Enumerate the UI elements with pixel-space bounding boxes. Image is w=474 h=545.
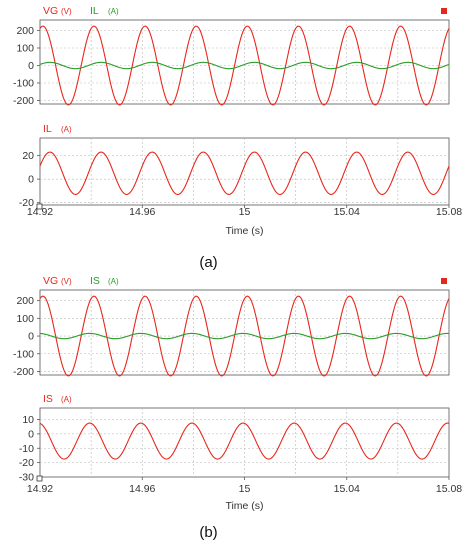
- x-axis-label: Time (s): [225, 500, 263, 512]
- legend-label-il: IL: [43, 123, 52, 135]
- legend-unit: (V): [61, 7, 72, 16]
- origin-square: [36, 203, 43, 210]
- y-tick-label: 0: [28, 331, 34, 343]
- y-tick-label: 0: [28, 60, 34, 72]
- y-tick-label: -200: [13, 366, 34, 378]
- x-tick-label: 14.92: [27, 206, 53, 218]
- subplot-1-2: 20 0 -20 IL (A): [19, 123, 450, 209]
- subplot-1-1: 200 100 0 -100 -200 VG (V) IL (A): [13, 5, 450, 107]
- series-line-il: [39, 61, 450, 70]
- subplot-2-1: 200 100 0 -100 -200 VG (V) IS (A): [13, 275, 450, 378]
- subplot-2-2: 10 0 -10 -20 -30 IS (A): [19, 393, 450, 484]
- x-tick-label: 14.92: [27, 483, 53, 495]
- legend-label-vg: VG: [43, 5, 58, 17]
- panel-caption: (b): [199, 524, 217, 541]
- y-tick-label: -200: [13, 95, 34, 107]
- series-line-is: [39, 332, 450, 340]
- x-tick-label: 15.04: [334, 483, 360, 495]
- y-tick-label: -20: [19, 197, 34, 209]
- legend-unit: (A): [108, 277, 119, 286]
- series-line-vg: [39, 25, 450, 106]
- y-tick-label: 100: [16, 43, 34, 55]
- legend-unit: (A): [108, 7, 119, 16]
- x-tick-label: 15: [239, 483, 251, 495]
- legend-unit: (V): [61, 277, 72, 286]
- legend-label-vg: VG: [43, 275, 58, 287]
- legend-label-is: IS: [43, 393, 53, 405]
- plot-frame: [39, 407, 450, 478]
- origin-square: [36, 475, 43, 482]
- x-tick-label: 14.96: [129, 206, 155, 218]
- legend-unit: (A): [61, 395, 72, 404]
- y-tick-label: -30: [19, 472, 34, 484]
- series-line-vg: [39, 295, 450, 377]
- x-tick-label: 15: [239, 206, 251, 218]
- legend-label-is: IS: [90, 275, 100, 287]
- marker-square: [441, 278, 447, 284]
- y-tick-label: 200: [16, 295, 34, 307]
- y-tick-label: 200: [16, 25, 34, 37]
- y-tick-label: 0: [28, 174, 34, 186]
- legend-unit: (A): [61, 125, 72, 134]
- marker-square: [441, 8, 447, 14]
- series-line-is: [39, 422, 450, 460]
- y-tick-label: -100: [13, 348, 34, 360]
- x-tick-label: 14.96: [129, 483, 155, 495]
- y-tick-label: -10: [19, 443, 34, 455]
- y-tick-label: 100: [16, 313, 34, 325]
- y-tick-label: 20: [22, 150, 34, 162]
- panel-caption: (a): [199, 254, 217, 271]
- y-tick-label: -20: [19, 457, 34, 469]
- legend-label-il: IL: [90, 5, 99, 17]
- x-axis-label: Time (s): [225, 225, 263, 237]
- x-tick-label: 15.08: [436, 206, 462, 218]
- x-tick-label: 15.04: [334, 206, 360, 218]
- y-tick-label: -100: [13, 78, 34, 90]
- series-line-il: [39, 151, 450, 195]
- x-tick-label: 15.08: [436, 483, 462, 495]
- y-tick-label: 0: [28, 428, 34, 440]
- y-tick-label: 10: [22, 414, 34, 426]
